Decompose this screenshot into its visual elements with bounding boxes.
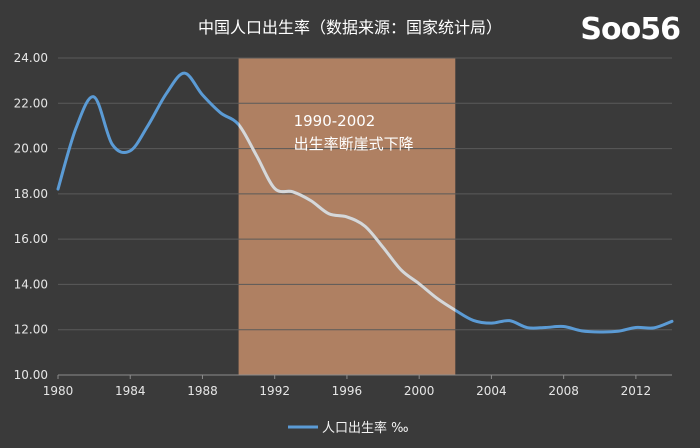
data-point-1995 <box>327 212 331 216</box>
highlight-label-text: 出生率断崖式下降 <box>294 135 414 153</box>
y-tick-label-7: 24.00 <box>14 51 48 65</box>
data-point-2011 <box>616 329 620 333</box>
series-line-highlight-0 <box>238 122 456 313</box>
data-point-1982 <box>92 95 96 99</box>
data-point-1996 <box>345 215 349 219</box>
data-point-1998 <box>381 245 385 249</box>
data-point-2010 <box>598 330 602 334</box>
annotation-layer: 1990-2002 出生率断崖式下降 <box>294 112 414 153</box>
x-axis: 1980 1984 1988 1992 1996 2000 2004 2008 2012 <box>43 374 672 398</box>
data-point-2013 <box>652 326 656 330</box>
data-point-1987 <box>182 71 186 75</box>
data-point-1999 <box>399 268 403 272</box>
data-point-1984 <box>128 149 132 153</box>
watermark-logo: Soo56 <box>580 12 681 47</box>
data-point-1997 <box>363 224 367 228</box>
y-tick-label-5: 20.00 <box>14 142 48 156</box>
data-point-2007 <box>544 325 548 329</box>
data-point-2003 <box>471 318 475 322</box>
x-tick-label-6: 2004 <box>476 384 507 398</box>
legend: 人口出生率 ‰ <box>288 420 409 436</box>
data-point-1989 <box>219 111 223 115</box>
data-point-2001 <box>435 296 439 300</box>
legend-label: 人口出生率 ‰ <box>322 420 409 436</box>
x-tick-label-7: 2008 <box>548 384 579 398</box>
data-point-1990 <box>237 123 241 127</box>
x-tick-label-0: 1980 <box>43 384 74 398</box>
data-point-1992 <box>273 186 277 190</box>
data-point-1991 <box>255 154 259 158</box>
x-tick-label-4: 1996 <box>332 384 363 398</box>
data-point-2004 <box>489 321 493 325</box>
data-point-2014 <box>670 319 674 323</box>
y-tick-label-0: 10.00 <box>14 368 48 382</box>
x-tick-label-3: 1992 <box>259 384 290 398</box>
data-point-1986 <box>164 92 168 96</box>
data-point-1993 <box>291 190 295 194</box>
x-tick-label-1: 1984 <box>115 384 146 398</box>
y-tick-label-6: 22.00 <box>14 96 48 110</box>
y-tick-label-1: 12.00 <box>14 323 48 337</box>
y-tick-label-3: 16.00 <box>14 232 48 246</box>
data-point-2012 <box>634 325 638 329</box>
y-axis: 10.00 12.00 14.00 16.00 18.00 20.00 22.00 24.00 <box>14 51 48 382</box>
data-point-1980 <box>56 187 60 191</box>
series-layer <box>56 71 674 334</box>
data-point-1988 <box>200 93 204 97</box>
data-point-1983 <box>110 142 114 146</box>
highlight-label-years: 1990-2002 <box>294 112 376 130</box>
data-point-2000 <box>417 282 421 286</box>
data-point-2008 <box>562 325 566 329</box>
data-point-2006 <box>526 326 530 330</box>
y-tick-label-2: 14.00 <box>14 277 48 291</box>
data-point-2009 <box>580 329 584 333</box>
data-point-1985 <box>146 123 150 127</box>
data-point-2002 <box>453 308 457 312</box>
y-tick-label-4: 18.00 <box>14 187 48 201</box>
x-tick-label-2: 1988 <box>187 384 218 398</box>
x-tick-label-5: 2000 <box>404 384 435 398</box>
chart-title: 中国人口出生率（数据来源：国家统计局） <box>197 18 502 37</box>
data-point-2005 <box>507 319 511 323</box>
data-point-1994 <box>309 199 313 203</box>
x-tick-label-8: 2012 <box>621 384 652 398</box>
data-point-1981 <box>74 126 78 130</box>
